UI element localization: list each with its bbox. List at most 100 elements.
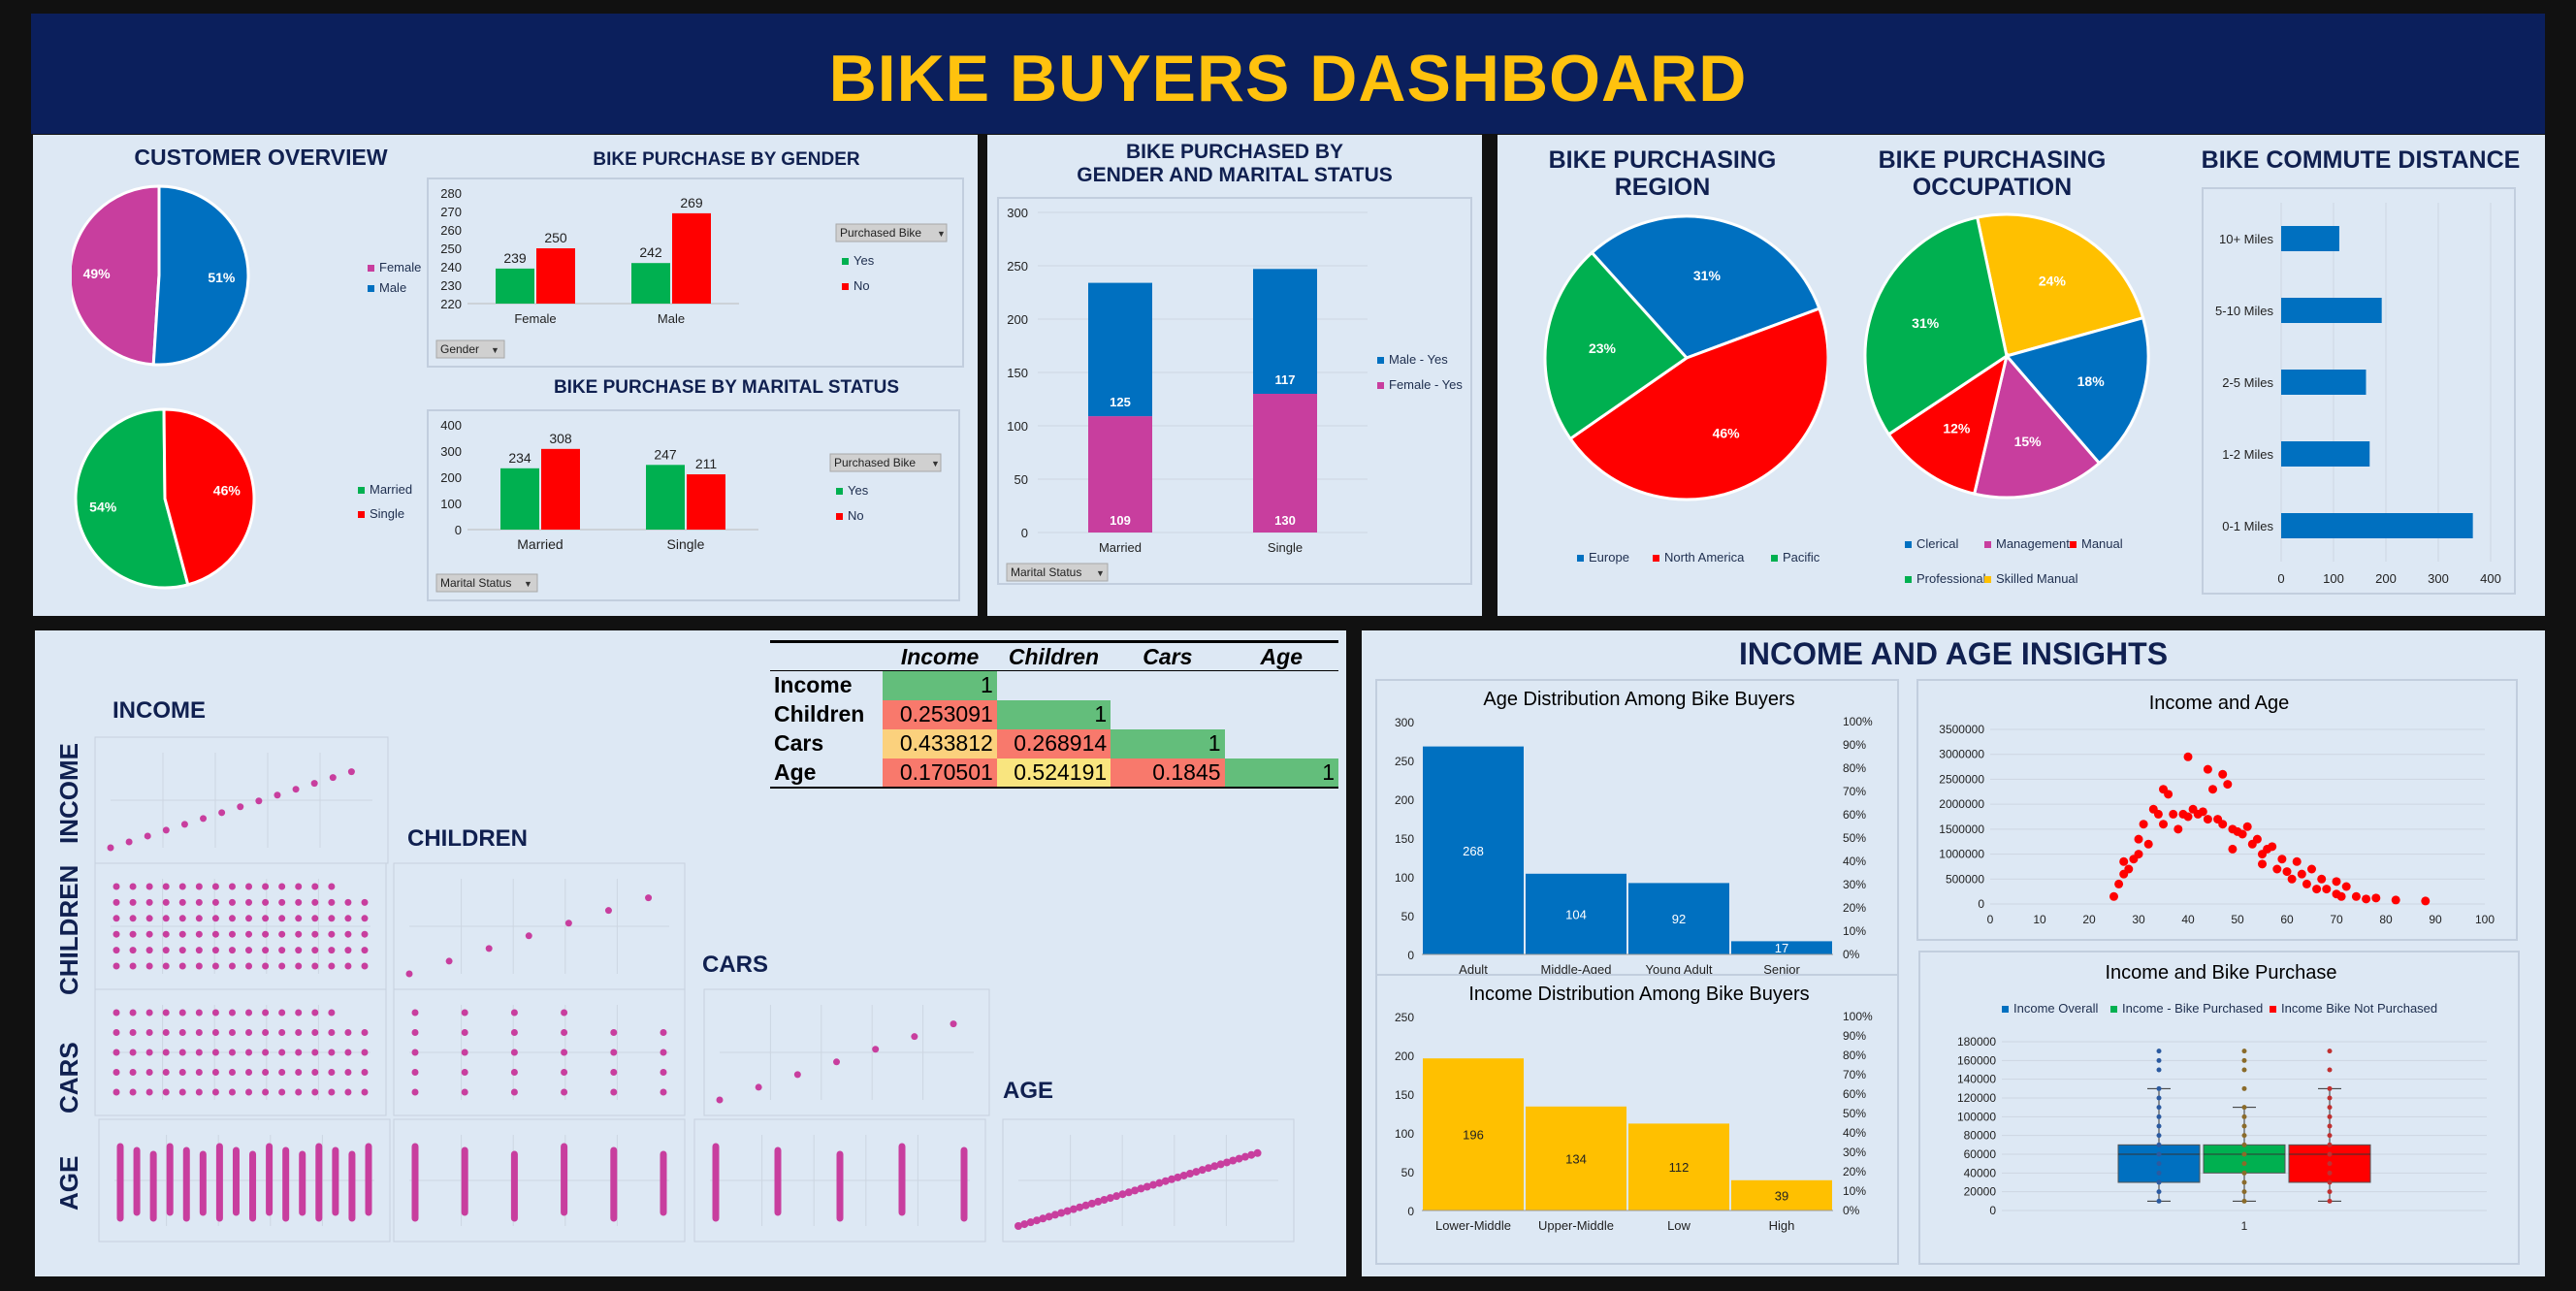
- corr-cell: [1111, 700, 1224, 729]
- matrix-point: [1247, 1150, 1256, 1159]
- y2-tick-label: 20%: [1843, 901, 1866, 915]
- scatter-point: [2124, 864, 2134, 874]
- scatter-point: [2258, 859, 2267, 869]
- occupation-title-1: BIKE PURCHASING: [1878, 146, 2107, 174]
- matrix-point: [113, 1029, 120, 1036]
- matrix-point: [145, 947, 153, 954]
- matrix-point: [1124, 1188, 1133, 1197]
- income-age-chart: 0 500000 1000000 1500000 2000000 2500000 30000…: [1939, 723, 2495, 926]
- occupation-pie-slice: [1886, 352, 2010, 496]
- y-tick-label: 300: [1395, 716, 1414, 729]
- matrix-point: [361, 930, 369, 938]
- matrix-point: [200, 815, 208, 823]
- y-tick-label: 120000: [1957, 1091, 1996, 1105]
- matrix-point: [485, 945, 493, 952]
- bar-no: [536, 248, 575, 304]
- box-outlier: [2156, 1057, 2162, 1063]
- box-outlier: [2241, 1049, 2247, 1054]
- category-label: 2-5 Miles: [2222, 375, 2273, 390]
- legend-occupation: Professional: [1916, 571, 1986, 586]
- box-point: [2327, 1123, 2333, 1129]
- box-outlier: [2241, 1057, 2247, 1063]
- category-label: High: [1769, 1218, 1795, 1233]
- legend-yes: Yes: [848, 483, 869, 498]
- matrix-point: [262, 883, 270, 890]
- matrix-point: [162, 962, 170, 970]
- gender-pie: 49% 51% Female Male: [72, 184, 421, 367]
- matrix-point: [178, 915, 186, 922]
- matrix-point: [162, 947, 170, 954]
- matrix-point: [195, 1029, 203, 1036]
- matrix-label-cars: CARS: [702, 952, 768, 978]
- matrix-point: [295, 883, 303, 890]
- corr-cell: 0.253091: [883, 699, 997, 729]
- y-tick-label: 250: [440, 242, 462, 256]
- scatter-point: [2297, 869, 2306, 879]
- matrix-point: [145, 1049, 153, 1056]
- x-tick-label: 70: [2330, 913, 2343, 926]
- scatter-point: [2119, 856, 2129, 866]
- marital-purchase-chart: 0 100 200 300 400 234 308 Married 247 211 Single Pu…: [435, 418, 942, 593]
- scatter-point: [2302, 879, 2311, 888]
- matrix-point: [145, 930, 153, 938]
- matrix-point: [274, 791, 281, 799]
- corr-row-header: Cars: [774, 730, 824, 756]
- region-title-1: BIKE PURCHASING: [1548, 146, 1777, 174]
- bar-yes: [646, 465, 685, 530]
- legend-region: Pacific: [1783, 550, 1820, 565]
- category-label: 1-2 Miles: [2222, 447, 2273, 462]
- matrix-point: [145, 915, 153, 922]
- box-point: [2327, 1085, 2333, 1091]
- matrix-point: [411, 1069, 419, 1076]
- hist-bar: [1526, 873, 1626, 954]
- matrix-point: [180, 821, 188, 828]
- y2-tick-label: 30%: [1843, 878, 1866, 891]
- matrix-point: [1192, 1168, 1201, 1177]
- matrix-point: [1149, 1180, 1158, 1189]
- matrix-point: [1069, 1205, 1078, 1213]
- matrix-point: [278, 1029, 286, 1036]
- correlation-matrix: INCOME CHILDREN CARS AGE INCOME CHILDREN CARS A…: [54, 697, 1295, 1243]
- matrix-point: [610, 1069, 618, 1076]
- matrix-point: [145, 1029, 153, 1036]
- axis-field-button: [435, 573, 538, 593]
- matrix-point: [525, 932, 532, 940]
- matrix-point: [195, 1009, 203, 1017]
- y2-tick-label: 40%: [1843, 855, 1866, 868]
- scatter-point: [2139, 820, 2148, 829]
- hist-bar: [1423, 1058, 1524, 1210]
- scatter-point: [2287, 874, 2297, 884]
- scatter-point: [2421, 896, 2431, 906]
- matrix-point: [461, 1049, 468, 1056]
- matrix-point: [344, 898, 352, 906]
- matrix-point: [328, 1088, 336, 1096]
- gender-marital-title-1: BIKE PURCHASED BY: [1125, 141, 1344, 163]
- filter-button: [835, 223, 948, 242]
- x-tick-label: 0: [2277, 571, 2284, 586]
- legend-yes: Yes: [853, 253, 875, 268]
- scatter-point: [2238, 829, 2247, 839]
- y-tick-label: 200: [1395, 793, 1414, 807]
- legend-single: Single: [370, 506, 404, 521]
- legend-occupation-swatch: [2070, 541, 2077, 548]
- axis-field-button: [1006, 563, 1109, 582]
- legend-occupation-swatch: [1984, 541, 1991, 548]
- matrix-point: [228, 883, 236, 890]
- stacked-bar-male: [1088, 282, 1152, 417]
- matrix-point: [162, 1009, 170, 1017]
- matrix-point: [328, 930, 336, 938]
- income-dist-box: Income Distribution Among Bike Buyers 0 5…: [1375, 974, 1899, 1265]
- matrix-point: [564, 920, 572, 927]
- box-point: [2156, 1161, 2162, 1167]
- y2-tick-label: 0%: [1843, 1204, 1860, 1217]
- matrix-point: [228, 1009, 236, 1017]
- corr-corner: [770, 640, 884, 671]
- matrix-point: [561, 1088, 568, 1096]
- matrix-point: [311, 898, 319, 906]
- scatter-point: [2198, 807, 2207, 817]
- matrix-point: [211, 1029, 219, 1036]
- matrix-point: [833, 1058, 841, 1066]
- matrix-point: [911, 1033, 918, 1041]
- legend-occupation: Clerical: [1916, 536, 1958, 551]
- commute-bar: [2281, 370, 2367, 395]
